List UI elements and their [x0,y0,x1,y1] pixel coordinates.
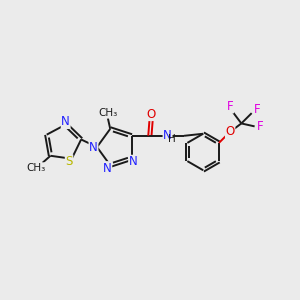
Text: O: O [146,107,156,121]
Text: CH₃: CH₃ [26,163,45,173]
Text: CH₃: CH₃ [98,108,118,118]
Text: N: N [129,155,137,168]
Text: F: F [254,103,260,116]
Text: N: N [163,129,172,142]
Text: N: N [61,116,70,128]
Text: S: S [65,155,73,168]
Text: N: N [103,162,112,175]
Text: O: O [226,125,235,138]
Text: N: N [89,141,98,154]
Text: F: F [256,120,263,133]
Text: H: H [168,134,176,144]
Text: F: F [227,100,233,113]
